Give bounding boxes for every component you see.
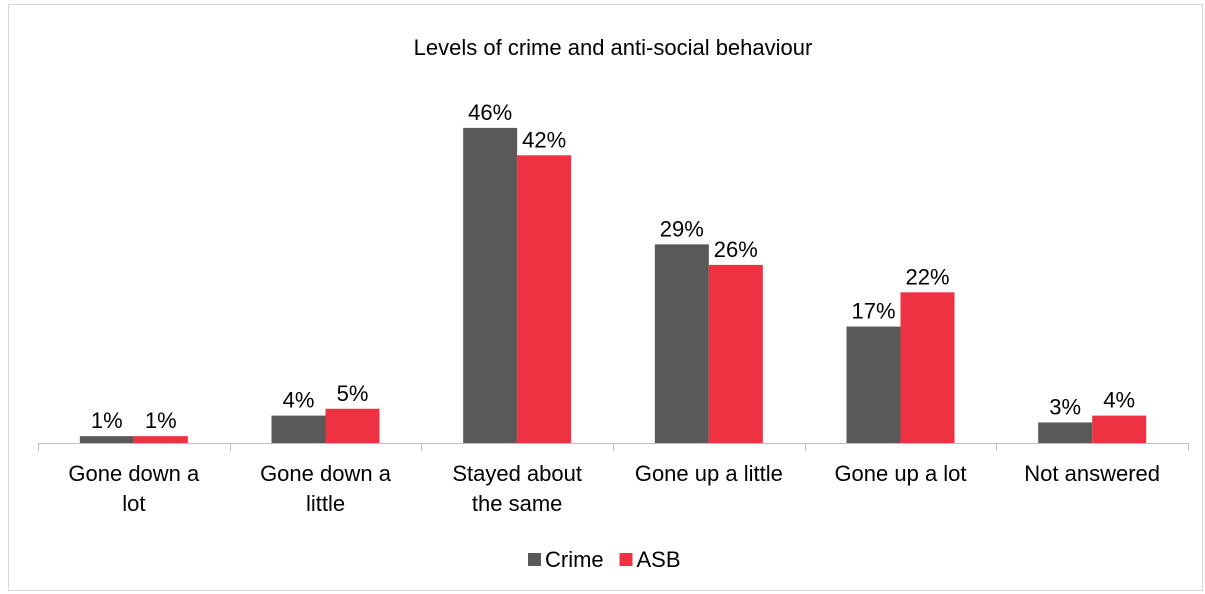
data-label-crime-4: 17% xyxy=(851,299,895,324)
category-labels: Gone down a lot Gone down a little Stayed ab… xyxy=(68,461,1160,516)
legend-swatch-asb xyxy=(619,553,633,566)
chart-title: Levels of crime and anti-social behaviou… xyxy=(414,35,813,60)
legend-swatch-crime xyxy=(528,553,541,566)
bars-group xyxy=(79,127,1147,444)
category-label-1: Gone down a xyxy=(260,461,392,486)
bar-asb-1 xyxy=(325,408,380,443)
category-label-5: Not answered xyxy=(1024,461,1160,486)
bar-asb-0 xyxy=(133,436,188,443)
bar-crime-0 xyxy=(79,436,134,443)
bar-crime-4 xyxy=(846,326,901,443)
data-label-asb-2: 42% xyxy=(522,127,566,152)
category-label-0: Gone down a xyxy=(68,461,200,486)
chart-frame: Levels of crime and anti-social behaviou… xyxy=(8,4,1203,591)
data-label-asb-0: 1% xyxy=(145,408,177,433)
category-label-0-line2: lot xyxy=(122,491,145,516)
category-label-4: Gone up a lot xyxy=(834,461,966,486)
bar-crime-3 xyxy=(654,244,709,443)
category-label-3: Gone up a little xyxy=(635,461,783,486)
data-label-crime-3: 29% xyxy=(660,216,704,241)
data-label-asb-3: 26% xyxy=(714,237,758,262)
category-label-2: Stayed about xyxy=(452,461,582,486)
bar-asb-4 xyxy=(900,292,955,443)
data-label-crime-1: 4% xyxy=(283,388,315,413)
legend-label-crime: Crime xyxy=(545,547,604,572)
legend-label-asb: ASB xyxy=(637,547,681,572)
bar-crime-1 xyxy=(271,415,326,443)
x-axis-ticks xyxy=(38,443,1189,451)
legend: Crime ASB xyxy=(528,547,681,572)
bar-crime-2 xyxy=(463,127,518,444)
data-labels-group: 1% 1% 4% 5% 46% 42% 29% 26% 17% 22% 3% 4% xyxy=(91,100,1135,433)
data-label-crime-5: 3% xyxy=(1049,394,1081,419)
bar-crime-5 xyxy=(1038,422,1093,443)
bar-asb-3 xyxy=(708,264,763,443)
data-label-asb-1: 5% xyxy=(337,381,369,406)
data-label-crime-2: 46% xyxy=(468,100,512,125)
data-label-asb-4: 22% xyxy=(905,264,949,289)
bar-asb-2 xyxy=(517,155,572,444)
bar-chart: Levels of crime and anti-social behaviou… xyxy=(38,35,1189,572)
category-label-2-line2: the same xyxy=(472,491,563,516)
bar-asb-5 xyxy=(1092,415,1147,443)
data-label-asb-5: 4% xyxy=(1103,388,1135,413)
data-label-crime-0: 1% xyxy=(91,408,123,433)
category-label-1-line2: little xyxy=(306,491,345,516)
